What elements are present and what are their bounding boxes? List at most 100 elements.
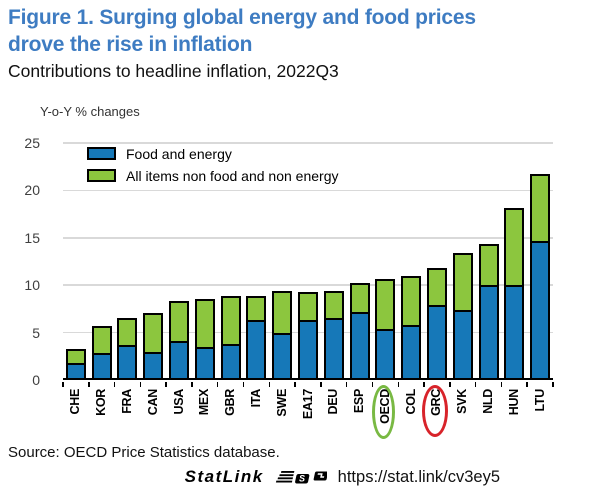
bar-segment-food-energy — [401, 326, 422, 378]
statlink-label: StatLink — [184, 467, 264, 486]
x-tick — [139, 382, 142, 387]
bar-OECD — [375, 279, 396, 378]
x-tick — [88, 382, 90, 387]
x-tick — [500, 382, 503, 387]
x-tick — [449, 382, 451, 387]
gridline-y-20 — [63, 189, 553, 192]
y-axis-unit-label: Y-o-Y % changes — [40, 104, 140, 119]
bar-CHE — [65, 348, 86, 378]
bar-ITA — [246, 295, 267, 378]
legend-swatch-non-food-energy — [87, 169, 116, 182]
bar-segment-non-food-energy — [194, 299, 215, 349]
x-label-LTU: LTU — [532, 389, 547, 412]
bar-segment-non-food-energy — [143, 312, 164, 355]
x-tick — [242, 382, 245, 387]
y-tick-label-15: 15 — [24, 229, 40, 246]
bar-USA — [169, 301, 190, 378]
figure-title: Figure 1. Surging global energy and food… — [8, 4, 588, 58]
bar-segment-non-food-energy — [375, 279, 396, 331]
bar-MEX — [194, 299, 215, 378]
x-tick — [345, 382, 348, 387]
x-tick — [294, 382, 296, 387]
x-tick — [526, 382, 528, 387]
bar-COL — [401, 275, 422, 378]
bar-segment-non-food-energy — [478, 244, 499, 287]
x-tick — [423, 382, 425, 387]
bar-segment-food-energy — [143, 354, 164, 378]
bar-segment-food-energy — [246, 322, 267, 378]
bar-LTU — [530, 174, 551, 378]
bar-segment-food-energy — [323, 320, 344, 378]
bar-ESP — [349, 283, 370, 378]
x-tick — [268, 382, 271, 387]
bar-segment-non-food-energy — [117, 318, 138, 347]
bar-segment-non-food-energy — [504, 208, 525, 287]
bar-segment-non-food-energy — [452, 252, 473, 312]
bar-SWE — [272, 290, 293, 378]
y-tick-label-20: 20 — [24, 182, 40, 199]
highlight-ellipse-grc — [421, 385, 448, 437]
bar-CAN — [143, 312, 164, 378]
x-label-COL: COL — [403, 389, 418, 415]
y-tick-label-0: 0 — [32, 372, 40, 388]
gridline-y-15 — [63, 237, 553, 239]
figure-title-line1: Figure 1. Surging global energy and food… — [8, 6, 476, 29]
x-tick — [320, 382, 322, 387]
figure-title-line2: drove the rise in inflation — [8, 33, 253, 56]
bar-segment-non-food-energy — [220, 296, 241, 346]
bar-segment-food-energy — [452, 311, 473, 378]
x-tick — [216, 382, 219, 387]
bar-segment-non-food-energy — [298, 291, 318, 323]
source-note: Source: OECD Price Statistics database. — [8, 444, 280, 461]
figure-subtitle: Contributions to headline inflation, 202… — [8, 61, 339, 81]
x-label-CAN: CAN — [145, 389, 160, 416]
x-tick — [552, 382, 554, 387]
x-tick — [397, 382, 399, 387]
x-label-GBR: GBR — [223, 389, 238, 416]
bar-segment-non-food-energy — [426, 268, 447, 307]
bar-KOR — [91, 325, 112, 378]
x-label-ITA: ITA — [248, 389, 263, 408]
statlink-url[interactable]: https://stat.link/cv3ey5 — [337, 467, 500, 486]
x-label-NLD: NLD — [481, 389, 496, 414]
y-tick-label-10: 10 — [24, 277, 40, 294]
legend-label-non-food-energy: All items non food and non energy — [126, 167, 339, 184]
bar-segment-food-energy — [220, 345, 241, 378]
x-label-CHE: CHE — [68, 389, 83, 415]
legend-item-non-food-energy: All items non food and non energy — [87, 167, 339, 184]
bar-FRA — [117, 318, 138, 378]
bar-segment-non-food-energy — [401, 275, 422, 327]
plot-area: Food and energy All items non food and n… — [24, 135, 554, 439]
legend-label-food-energy: Food and energy — [126, 145, 232, 162]
y-tick-label-5: 5 — [32, 324, 40, 341]
bar-DEU — [323, 290, 344, 378]
bar-EA17 — [298, 291, 318, 378]
x-label-ESP: ESP — [352, 389, 367, 414]
bar-segment-food-energy — [504, 286, 525, 378]
x-tick — [165, 382, 167, 387]
statlink-row: StatLink S https://stat.link/cv3ey5 — [0, 467, 500, 487]
bar-segment-food-energy — [194, 348, 215, 378]
gridline-y-25 — [63, 142, 553, 144]
bar-segment-food-energy — [272, 335, 293, 378]
x-label-MEX: MEX — [197, 389, 212, 416]
bar-segment-non-food-energy — [349, 283, 370, 315]
bar-segment-food-energy — [375, 330, 396, 378]
x-label-EA17: EA17 — [300, 389, 315, 420]
bar-segment-food-energy — [91, 355, 112, 378]
x-label-USA: USA — [171, 389, 186, 415]
legend-swatch-food-energy — [87, 147, 116, 160]
x-tick — [191, 382, 193, 387]
bar-segment-food-energy — [478, 287, 499, 378]
bar-segment-non-food-energy — [91, 325, 112, 356]
bar-segment-food-energy — [298, 322, 318, 378]
x-tick — [113, 382, 116, 387]
x-label-SWE: SWE — [274, 389, 289, 417]
highlight-ellipse-oecd — [371, 385, 395, 439]
bar-segment-non-food-energy — [169, 301, 190, 343]
bar-segment-non-food-energy — [272, 290, 293, 336]
gridline-y-10 — [63, 284, 553, 286]
x-tick — [371, 382, 374, 387]
bar-segment-food-energy — [65, 364, 86, 378]
y-tick-label-25: 25 — [24, 135, 40, 151]
